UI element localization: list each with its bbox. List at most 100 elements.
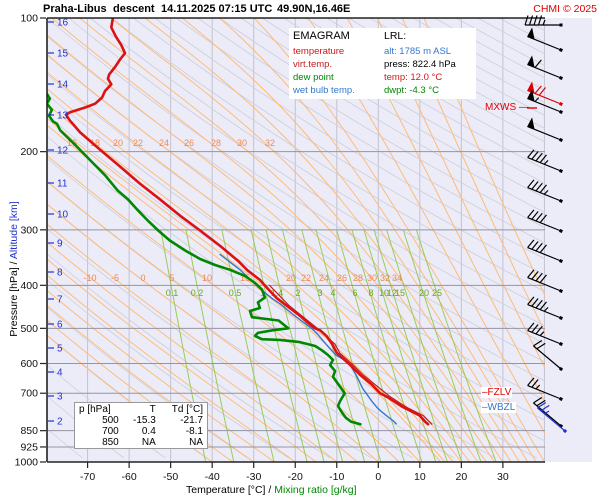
wind-barb — [527, 117, 563, 142]
temp-tick-label: -10 — [329, 471, 344, 483]
x-axis-title-temperature: Temperature [°C] — [186, 484, 266, 496]
pressure-tick-label: 500 — [20, 323, 38, 335]
wind-barb — [527, 322, 563, 346]
temp-tick-label: -30 — [246, 471, 261, 483]
wind-barb — [527, 296, 563, 320]
wind-barb — [527, 55, 563, 80]
isoline-label: 0.2 — [191, 288, 204, 298]
isoline-label: 30 — [367, 273, 377, 283]
sounding-type: descent — [113, 3, 155, 15]
table-header-pressure: p [hPa] — [79, 404, 111, 415]
isoline-label: 10 — [379, 288, 389, 298]
legend-item-dew-point: dew point — [293, 72, 334, 83]
legend-item-virt-temp: virt.temp. — [293, 59, 333, 70]
isoline-label: 15 — [240, 273, 250, 283]
altitude-tick-label: 9 — [57, 239, 63, 250]
isoline-label: 20 — [286, 273, 296, 283]
temp-tick-label: 30 — [497, 471, 509, 483]
temp-tick-label: -40 — [205, 471, 220, 483]
level-table: p [hPa] T Td [°C] 500 -15.3 -21.7 700 0.… — [74, 402, 208, 449]
pressure-tick-label: 400 — [20, 280, 38, 292]
y-axis-title-pressure: Pressure [hPa] — [8, 267, 20, 337]
isoline-label: 24 — [319, 273, 329, 283]
isoline-label: 0.5 — [229, 288, 242, 298]
wind-barb — [527, 149, 563, 173]
isoline-label: 10 — [202, 273, 212, 283]
lrl-altitude: alt: 1785 m ASL — [384, 46, 452, 57]
isoline-label: -10 — [83, 273, 96, 283]
temp-tick-label: 0 — [375, 471, 381, 483]
pressure-tick-label: 300 — [20, 224, 38, 236]
pressure-tick-label: 200 — [20, 146, 38, 158]
isoline-label: 5 — [169, 273, 174, 283]
table-header-temp: T — [149, 404, 156, 415]
pressure-tick-label: 925 — [20, 441, 38, 453]
pressure-tick-label: 600 — [20, 358, 38, 370]
lrl-title: LRL: — [384, 30, 407, 42]
wind-barb — [527, 179, 563, 203]
curve-virt_temp — [268, 284, 433, 425]
isoline-label: 26 — [337, 273, 347, 283]
isoline-label: 18 — [90, 138, 100, 148]
x-axis-title-mixing-ratio: Mixing ratio [g/kg] — [274, 484, 357, 496]
table-header-dewpoint: Td [°C] — [171, 404, 203, 415]
wind-barb — [537, 402, 568, 434]
altitude-tick-label: 7 — [57, 295, 63, 306]
isoline-label: 12 — [387, 288, 397, 298]
isoline-label: 8 — [368, 288, 373, 298]
lrl-temperature: temp: 12.0 °C — [384, 72, 443, 83]
isoline-label: 2 — [295, 288, 300, 298]
isoline-label: 0 — [140, 273, 145, 283]
altitude-tick-label: 11 — [57, 179, 68, 190]
isoline-label: 22 — [133, 138, 143, 148]
isoline-label: 34 — [392, 273, 402, 283]
wind-barb — [527, 27, 563, 52]
table-row: 700 0.4 -8.1 — [102, 426, 203, 437]
altitude-tick-label: 16 — [57, 18, 69, 29]
altitude-tick-label: 13 — [57, 111, 69, 122]
curve-dew_point — [47, 92, 362, 426]
y-axis-title-altitude: Altitude [km] — [8, 201, 20, 260]
isoline-label: 15 — [395, 288, 405, 298]
wind-barb — [533, 340, 564, 372]
y-axis-title: Pressure [hPa] / Altitude [km] — [8, 201, 20, 337]
wind-barb — [527, 269, 563, 293]
legend-item-temperature: temperature — [293, 46, 345, 57]
altitude-tick-label: 3 — [57, 392, 63, 403]
altitude-tick-label: 5 — [57, 344, 63, 355]
isoline-label: 22 — [301, 273, 311, 283]
sounding-datetime: 14.11.2025 07:15 UTC — [161, 3, 273, 15]
temp-tick-label: -70 — [80, 471, 95, 483]
isoline-label: -5 — [111, 273, 119, 283]
altitude-tick-label: 4 — [57, 368, 63, 379]
fzlv-marker: –FZLV — [481, 387, 513, 398]
wbzl-marker: –WBZL — [481, 402, 517, 413]
legend-title: EMAGRAM — [293, 30, 350, 42]
altitude-tick-label: 6 — [57, 320, 63, 331]
temp-tick-label: -50 — [163, 471, 178, 483]
altitude-tick-label: 14 — [57, 80, 69, 91]
isoline-label: 25 — [432, 288, 442, 298]
isoline-label: 20 — [419, 288, 429, 298]
temp-tick-label: 10 — [414, 471, 426, 483]
wind-barb — [527, 377, 563, 401]
wind-barb — [527, 89, 563, 114]
isoline-label: 24 — [159, 138, 169, 148]
isoline-label: 32 — [380, 273, 390, 283]
sounding-curves — [47, 18, 433, 426]
isoline-label: 26 — [184, 138, 194, 148]
pressure-tick-label: 100 — [20, 13, 38, 25]
wind-barb — [524, 15, 563, 27]
altitude-tick-label: 10 — [57, 210, 69, 221]
temp-tick-label: -20 — [288, 471, 303, 483]
temp-tick-label: -60 — [122, 471, 137, 483]
lrl-dewpoint: dwpt: -4.3 °C — [384, 85, 440, 96]
table-row: 850 NA NA — [102, 437, 203, 448]
isoline-label: 30 — [237, 138, 247, 148]
legend-item-wet-bulb: wet bulb temp. — [293, 85, 355, 96]
altitude-tick-label: 12 — [57, 146, 69, 157]
isoline-label: 28 — [353, 273, 363, 283]
curve-temperature — [64, 18, 430, 426]
table-row: 500 -15.3 -21.7 — [102, 415, 203, 426]
